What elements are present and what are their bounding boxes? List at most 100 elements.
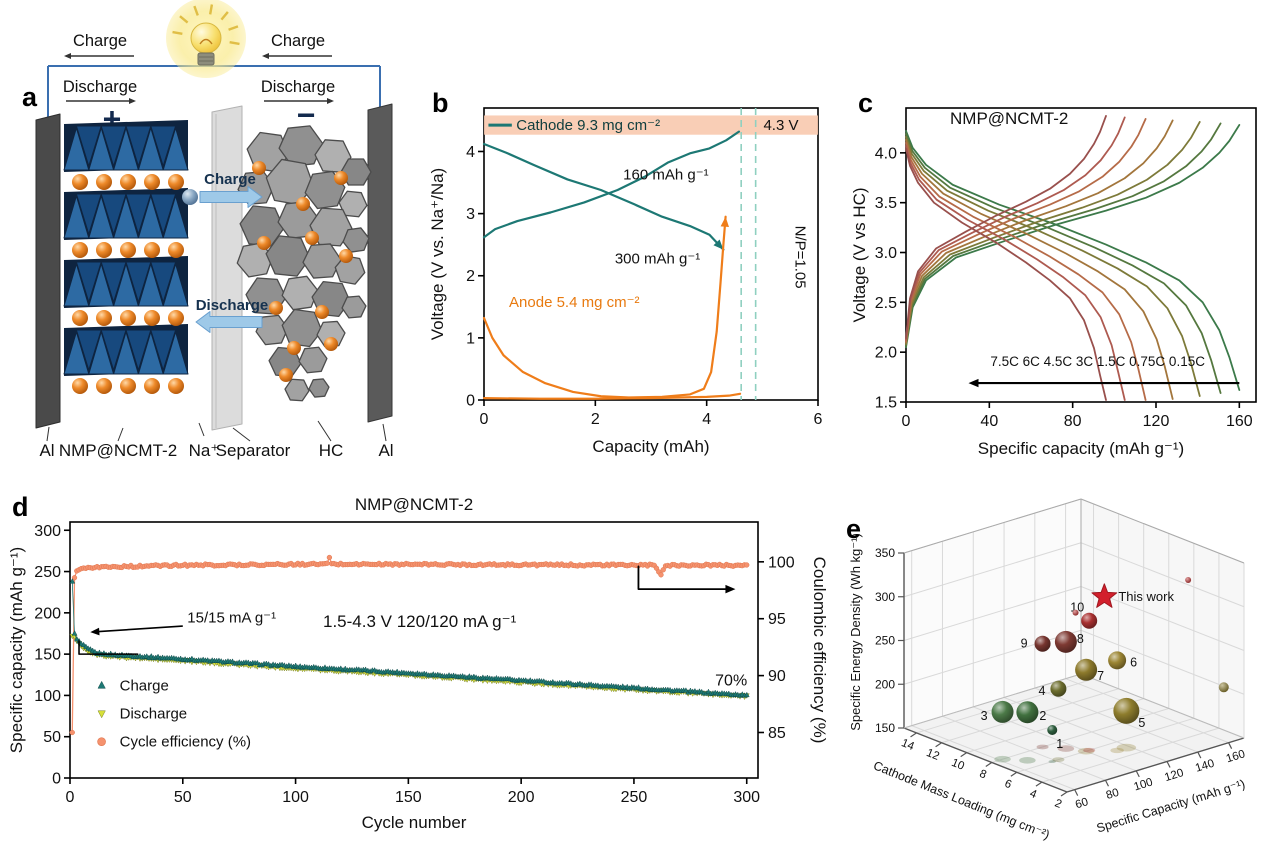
y-tick-label: 3 (466, 206, 475, 223)
right-tick-label: 90 (768, 668, 786, 685)
charge-curve-0.75C (905, 122, 1222, 347)
y-tick-label: 3.5 (875, 195, 897, 212)
floor (904, 674, 1244, 792)
data-bubble-5 (1113, 697, 1140, 724)
panel-letter-b: b (432, 88, 449, 118)
y-tick-label: 1 (466, 330, 475, 347)
capacity-tick-label: 60 (1074, 796, 1090, 811)
part-label-1: NMP@NCMT-2 (59, 441, 177, 460)
series-cathode-charge (482, 130, 741, 239)
legend-0: Charge (120, 678, 169, 695)
lightbulb-base (197, 52, 215, 66)
capacity-tick-label: 80 (1105, 787, 1121, 802)
x-tick-label: 6 (814, 411, 823, 428)
y-tick-label: 150 (34, 647, 61, 664)
sodium-ion (96, 242, 112, 258)
left-charge-label: Charge (73, 32, 127, 50)
x-tick-label: 120 (1143, 413, 1170, 430)
bubble-shadow (1052, 757, 1065, 763)
data-bubble-3 (991, 700, 1014, 723)
mid-charge-label: Charge (204, 171, 256, 188)
discharge-curve-6C (905, 144, 1126, 401)
discharge-curve-7.5C (905, 147, 1107, 401)
upper-voltage-band (484, 115, 818, 135)
z-tick-label: 150 (875, 721, 895, 735)
y-tick-label: 200 (34, 605, 61, 622)
y-tick-label: 0 (466, 393, 475, 410)
loading-tick-label: 12 (925, 747, 941, 763)
charge-curve-6C (905, 116, 1126, 341)
discharge-curve-0.15C (905, 130, 1241, 391)
bubble-shadow (994, 755, 1011, 763)
ion-flow-arrow (195, 311, 263, 333)
legend-1: Discharge (120, 706, 188, 723)
data-bubble-8 (1054, 630, 1077, 653)
y-tick-label: 2 (466, 268, 475, 285)
charge-line (71, 581, 748, 697)
bubble-label-9: 9 (1021, 637, 1028, 651)
sodium-ion (252, 161, 266, 175)
left-y-axis-label: Specific capacity (mAh g⁻¹) (7, 547, 26, 753)
sodium-ion-transfer (182, 189, 198, 205)
hard-carbon-flake (308, 378, 330, 398)
charge-curve-0.15C (905, 124, 1241, 349)
x-tick-label: 0 (902, 413, 911, 430)
y-tick-label: 4 (466, 144, 475, 161)
loading-tick-label: 4 (1028, 788, 1039, 802)
discharge-curve-4.5C (905, 141, 1147, 401)
legend-cathode: Cathode 9.3 mg cm⁻² (516, 117, 660, 134)
x-tick-label: 100 (282, 789, 309, 806)
charge-curve-1.5C (905, 121, 1201, 346)
hard-carbon-flake (278, 125, 324, 167)
this-work-star (1091, 583, 1118, 608)
sodium-ion (120, 242, 136, 258)
bubble-shadow (1019, 757, 1036, 764)
ce-axis-arrow (637, 565, 732, 591)
y-tick-label: 2.0 (875, 345, 897, 362)
x-axis-label: Cycle number (362, 813, 467, 832)
sodium-ion (257, 236, 271, 250)
x-tick-label: 4 (702, 411, 711, 428)
series-cathode-discharge (482, 142, 725, 251)
bubble-shadow (1116, 743, 1137, 752)
data-bubble-7 (1075, 658, 1098, 681)
sodium-ion (72, 242, 88, 258)
panel-letter-e: e (846, 514, 862, 544)
sodium-ion (168, 378, 184, 394)
sodium-ion (168, 174, 184, 190)
right-tick-label: 95 (768, 611, 786, 628)
legend-2: Cycle efficiency (%) (120, 734, 251, 751)
minus-terminal: − (297, 97, 316, 133)
bubble-label-4: 4 (1038, 684, 1045, 698)
y-tick-label: 3.0 (875, 245, 897, 262)
discharge-curve-0.75C (905, 133, 1222, 394)
x-axis-label: Capacity (mAh) (592, 437, 709, 456)
sodium-ion (72, 378, 88, 394)
x-axis-label: Specific Capacity (mAh g⁻¹) (1095, 777, 1247, 836)
annotation-cycling-rate: 1.5-4.3 V 120/120 mA g⁻¹ (323, 612, 517, 631)
part-label-5: Al (378, 441, 393, 460)
ion-flow-arrow (199, 186, 263, 208)
x-tick-label: 40 (980, 413, 998, 430)
capacity-tick-label: 100 (1132, 776, 1154, 793)
hard-carbon-flake (316, 320, 346, 348)
capacity-tick-label: 120 (1163, 767, 1185, 784)
bubble-label-7: 7 (1097, 669, 1104, 683)
bubble-shadow (1036, 744, 1049, 750)
data-bubble-4 (1050, 680, 1067, 697)
sodium-ion (144, 378, 160, 394)
part-label-0: Al (39, 441, 54, 460)
bubble-shadow (1083, 747, 1096, 753)
hard-carbon-flake (255, 314, 289, 346)
panel-d-chart: NMP@NCMT-2 15/15 mA g⁻¹ 1.5-4.3 V 120/120 … (7, 495, 829, 832)
sodium-ion (144, 242, 160, 258)
x-tick-label: 80 (1064, 413, 1082, 430)
plot-frame (905, 107, 1257, 403)
sodium-ion (324, 337, 338, 351)
x-tick-label: 150 (395, 789, 422, 806)
sodium-ion (96, 174, 112, 190)
data-bubble-2 (1016, 701, 1039, 724)
x-axis-label: Specific capacity (mAh g⁻¹) (978, 439, 1184, 458)
sodium-ion (315, 305, 329, 319)
